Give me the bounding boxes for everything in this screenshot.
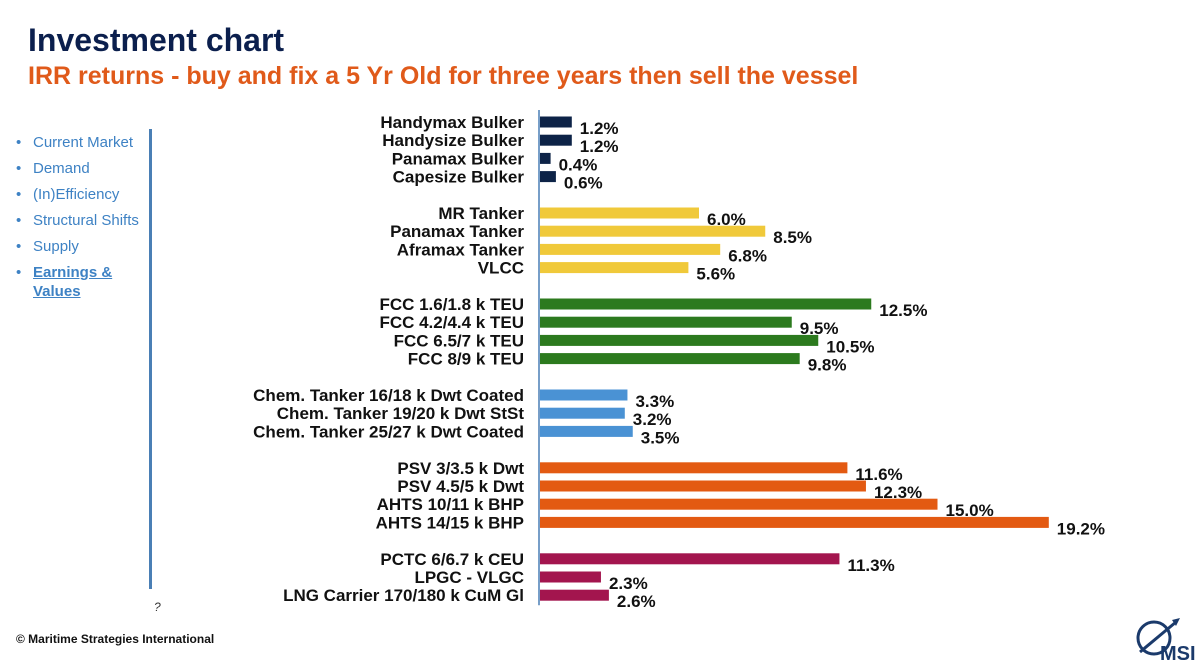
bar [540,425,633,437]
value-label: 3.5% [641,428,680,447]
copyright-text: © Maritime Strategies International [16,632,215,646]
sidebar-item-label: Structural Shifts [33,212,139,229]
category-label: Aframax Tanker [397,240,525,259]
bar [540,116,572,128]
category-label: Chem. Tanker 19/20 k Dwt StSt [277,404,525,423]
page-subtitle: IRR returns - buy and fix a 5 Yr Old for… [28,62,859,90]
sidebar-item-label: Demand [33,160,90,177]
category-label: FCC 8/9 k TEU [408,350,524,369]
bar [540,334,819,346]
category-label: FCC 1.6/1.8 k TEU [379,295,524,314]
value-label: 6.8% [728,246,767,265]
category-label: VLCC [478,259,524,278]
bar [540,516,1049,528]
footnote-mark: ? [154,600,161,614]
category-label: PSV 3/3.5 k Dwt [397,459,524,478]
value-label: 5.6% [696,265,735,284]
category-label: LNG Carrier 170/180 k CuM Gl [283,586,524,605]
category-label: Chem. Tanker 25/27 k Dwt Coated [253,422,524,441]
sidebar-item-current-market[interactable]: Current Market [14,133,146,152]
category-label: Handysize Bulker [382,131,524,150]
category-label: MR Tanker [438,204,524,223]
sidebar-item-label: Current Market [33,134,134,151]
bar [540,298,872,310]
category-label: Panamax Tanker [390,222,524,241]
bar [540,389,628,401]
sidebar-item-demand[interactable]: Demand [14,159,146,178]
category-label: AHTS 14/15 k BHP [376,513,524,532]
value-label: 0.6% [564,174,603,193]
bar [540,571,601,583]
value-label: 19.2% [1057,519,1105,538]
sidebar-item-inefficiency[interactable]: (In)Efficiency [14,185,146,204]
category-label: Handymax Bulker [380,113,524,132]
value-label: 9.5% [800,319,839,338]
value-label: 8.5% [773,228,812,247]
bar [540,407,625,419]
sidebar-divider [149,129,152,589]
value-label: 12.3% [874,483,922,502]
value-label: 9.8% [808,356,847,375]
value-label: 3.2% [633,410,672,429]
sidebar-nav: Current Market Demand (In)Efficiency Str… [14,133,146,308]
category-label: PCTC 6/6.7 k CEU [380,550,524,569]
page-title: Investment chart [28,22,285,58]
value-label: 3.3% [635,392,674,411]
sidebar-item-label: (In)Efficiency [33,186,120,203]
bar [540,462,848,474]
value-label: 15.0% [946,501,994,520]
category-label: FCC 6.5/7 k TEU [394,331,524,350]
bar [540,262,689,274]
bar [540,589,609,601]
bar [540,171,556,183]
category-label: Capesize Bulker [393,168,525,187]
sidebar-item-earnings-values[interactable]: Earnings & Values [14,263,146,301]
category-label: LPGC - VLGC [414,568,524,587]
bar [540,152,551,164]
value-label: 11.6% [855,465,902,484]
value-label: 2.3% [609,574,648,593]
value-label: 11.3% [847,556,894,575]
bar [540,480,866,492]
value-label: 10.5% [826,337,874,356]
bar [540,225,766,237]
category-label: PSV 4.5/5 k Dwt [397,477,524,496]
logo-text: MSI [1160,643,1196,664]
bar [540,498,938,510]
sidebar-item-structural-shifts[interactable]: Structural Shifts [14,211,146,230]
bar [540,207,699,219]
bar [540,243,721,255]
value-label: 6.0% [707,210,746,229]
sidebar-item-label: Earnings & Values [33,264,113,300]
bar [540,553,840,565]
value-label: 1.2% [580,119,619,138]
bar [540,353,800,365]
bar [540,134,572,146]
msi-logo: MSI [1136,618,1196,664]
value-label: 0.4% [559,155,598,174]
category-label: AHTS 10/11 k BHP [377,495,524,514]
value-label: 2.6% [617,592,656,611]
category-label: Chem. Tanker 16/18 k Dwt Coated [253,386,524,405]
category-label: FCC 4.2/4.4 k TEU [379,313,524,332]
bar [540,316,792,328]
sidebar-item-supply[interactable]: Supply [14,237,146,256]
category-label: Panamax Bulker [392,149,525,168]
sidebar-item-label: Supply [33,238,79,255]
value-label: 12.5% [879,301,927,320]
value-label: 1.2% [580,137,619,156]
